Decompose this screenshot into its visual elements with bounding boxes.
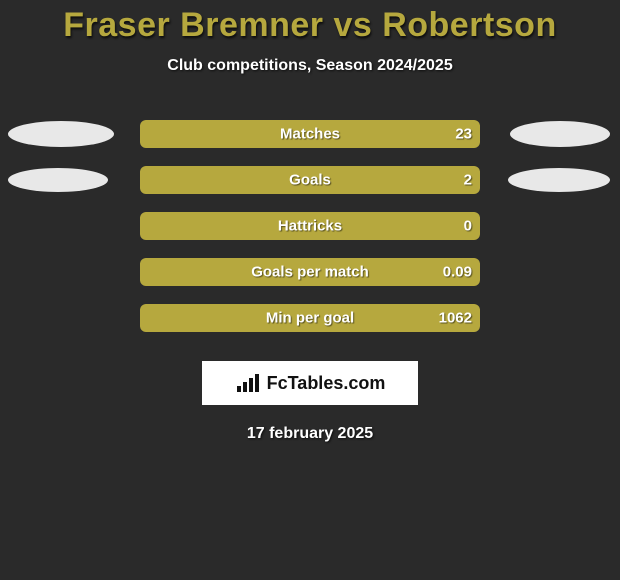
- stat-row: Hattricks 0: [0, 203, 620, 249]
- stat-bar: Min per goal 1062: [140, 304, 480, 332]
- stat-rows: Matches 23 Goals 2 Hattricks 0 Goals per match…: [0, 111, 620, 341]
- stat-bar: Matches 23: [140, 120, 480, 148]
- date-text: 17 february 2025: [0, 425, 620, 443]
- bar-chart-icon: [235, 372, 261, 394]
- player-left-ellipse: [8, 121, 114, 147]
- stat-value-right: 1062: [439, 310, 472, 327]
- stat-label: Hattricks: [278, 218, 342, 235]
- stat-label: Goals per match: [251, 264, 369, 281]
- logo-box: FcTables.com: [202, 361, 418, 405]
- stat-value-right: 2: [464, 172, 472, 189]
- stat-row: Goals per match 0.09: [0, 249, 620, 295]
- stat-bar: Hattricks 0: [140, 212, 480, 240]
- stat-label: Matches: [280, 126, 340, 143]
- logo-text: FcTables.com: [267, 373, 386, 394]
- stat-bar: Goals 2: [140, 166, 480, 194]
- player-left-ellipse: [8, 168, 108, 192]
- stat-value-right: 23: [455, 126, 472, 143]
- subtitle: Club competitions, Season 2024/2025: [0, 57, 620, 75]
- stat-row: Min per goal 1062: [0, 295, 620, 341]
- stat-value-right: 0: [464, 218, 472, 235]
- stat-label: Goals: [289, 172, 331, 189]
- stat-label: Min per goal: [266, 310, 354, 327]
- player-right-ellipse: [508, 168, 610, 192]
- stat-value-right: 0.09: [443, 264, 472, 281]
- infographic-content: Fraser Bremner vs Robertson Club competi…: [0, 0, 620, 580]
- stat-row: Goals 2: [0, 157, 620, 203]
- player-right-ellipse: [510, 121, 610, 147]
- stat-row: Matches 23: [0, 111, 620, 157]
- stat-bar: Goals per match 0.09: [140, 258, 480, 286]
- page-title: Fraser Bremner vs Robertson: [0, 0, 620, 45]
